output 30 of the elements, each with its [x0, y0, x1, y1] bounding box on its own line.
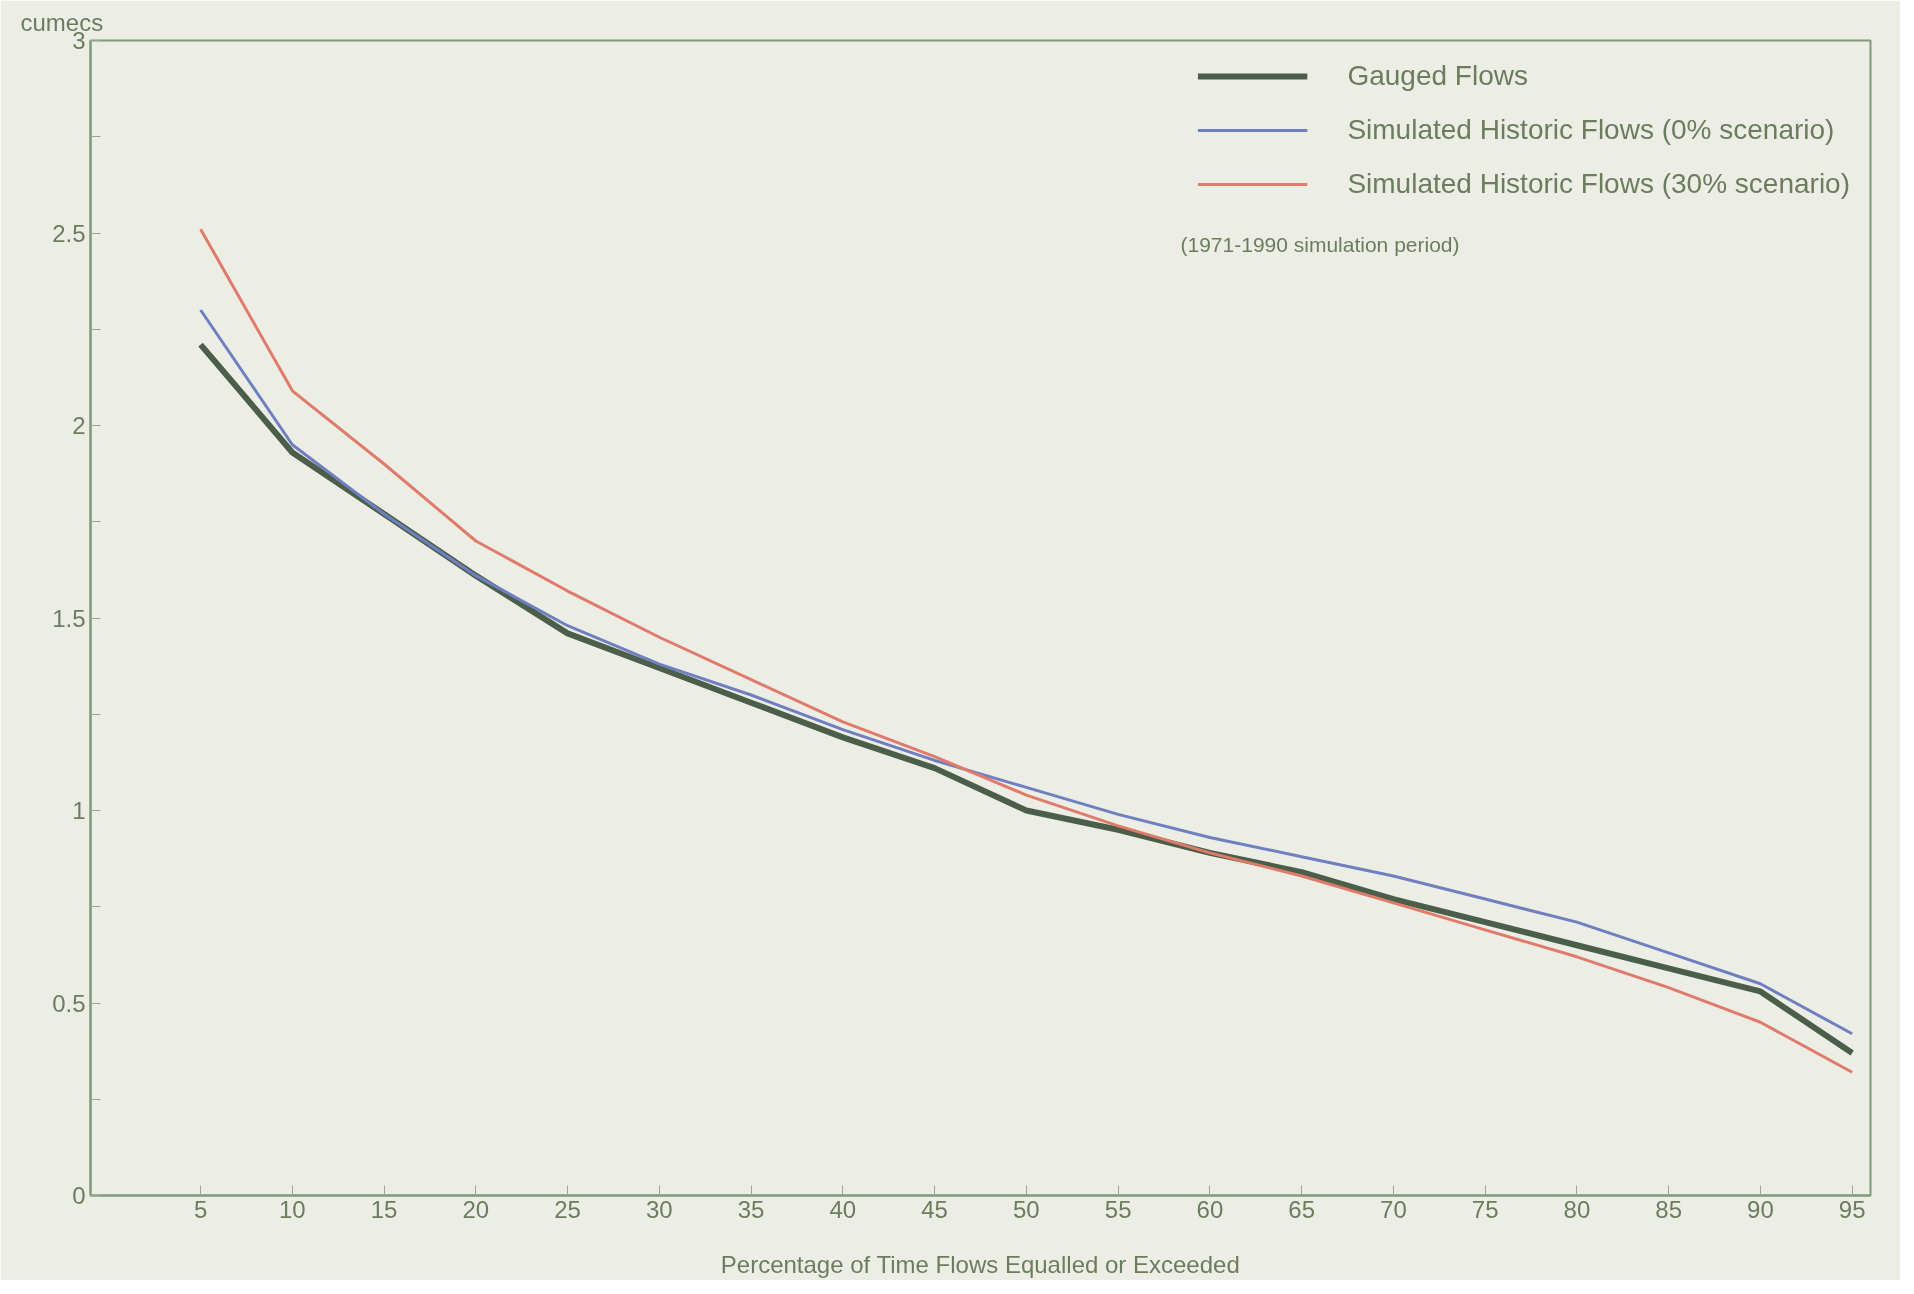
x-tick-label: 50 [1013, 1195, 1040, 1223]
x-tick-label: 10 [279, 1195, 306, 1223]
x-tick-label: 85 [1655, 1195, 1682, 1223]
y-tick-label: 0 [72, 1182, 86, 1209]
legend-label: Gauged Flows [1347, 60, 1528, 92]
y-tick-label: 2.5 [52, 219, 86, 247]
x-tick-label: 90 [1747, 1195, 1774, 1223]
y-tick-label: 2 [72, 412, 86, 439]
x-tick-label: 65 [1288, 1195, 1315, 1223]
x-axis-title: Percentage of Time Flows Equalled or Exceeded [720, 1250, 1240, 1278]
x-tick-label: 80 [1563, 1195, 1591, 1223]
legend-label: Simulated Historic Flows (0% scenario) [1347, 114, 1835, 146]
x-tick-label: 40 [829, 1195, 857, 1223]
x-tick-label: 70 [1380, 1195, 1407, 1223]
y-tick-label: 0.5 [52, 989, 86, 1017]
x-tick-label: 20 [462, 1195, 490, 1223]
x-tick-label: 45 [921, 1195, 948, 1223]
x-tick-label: 60 [1196, 1195, 1224, 1223]
x-tick-label: 5 [193, 1195, 208, 1223]
x-tick-label: 15 [370, 1195, 398, 1223]
legend-label: Simulated Historic Flows (30% scenario) [1347, 168, 1850, 200]
x-tick-label: 95 [1838, 1195, 1866, 1223]
x-tick-label: 25 [554, 1195, 581, 1223]
x-tick-label: 75 [1471, 1195, 1499, 1223]
annotation: (1971-1990 simulation period) [1180, 232, 1460, 256]
x-tick-label: 55 [1104, 1195, 1132, 1223]
x-tick-label: 35 [737, 1195, 765, 1223]
y-tick-label: 1 [72, 797, 86, 824]
x-tick-label: 30 [646, 1195, 673, 1223]
y-tick-label: 1.5 [52, 604, 86, 632]
